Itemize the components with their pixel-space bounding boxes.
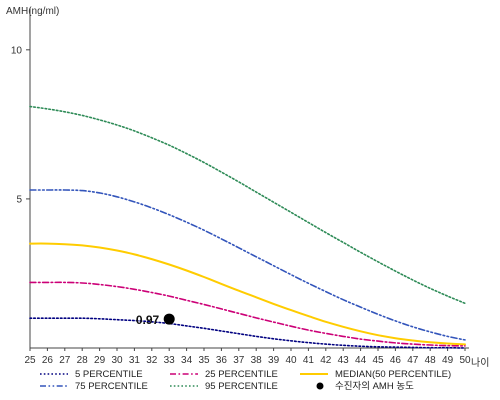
x-tick-label: 42 (320, 355, 332, 366)
legend-label: 95 PERCENTILE (205, 381, 278, 392)
x-tick-label: 47 (407, 355, 419, 366)
patient-amh-value-label: 0.97 (136, 313, 160, 327)
legend: 5 PERCENTILE 25 PERCENTILE MEDIAN(50 PERCE… (40, 369, 451, 392)
legend-label: MEDIAN(50 PERCENTILE) (335, 369, 451, 380)
series-line-25-percentile (29, 281, 466, 347)
x-tick-label: 41 (303, 355, 315, 366)
x-tick-label: 46 (390, 355, 402, 366)
series-line-95-percentile (29, 105, 466, 305)
series-line-5-percentile (29, 317, 466, 349)
x-tick-label: 48 (425, 355, 437, 366)
plot-area: 5 10 25 26 27 28 29 30 31 32 33 34 35 36 37 38 39 40 41 42 4… (11, 8, 471, 366)
x-tick-label: 38 (251, 355, 263, 366)
legend-label: 75 PERCENTILE (75, 381, 148, 392)
x-tick-label: 35 (198, 355, 210, 366)
x-tick-label: 25 (24, 355, 36, 366)
patient-amh-point (163, 313, 175, 325)
x-tick-label: 40 (285, 355, 297, 366)
legend-label: 25 PERCENTILE (205, 369, 278, 380)
series-line-75-percentile (29, 189, 466, 341)
x-tick-label: 27 (59, 355, 71, 366)
x-tick-label: 39 (268, 355, 280, 366)
x-tick-label: 37 (233, 355, 245, 366)
x-tick-label: 31 (129, 355, 141, 366)
x-tick-label: 50 (459, 355, 471, 366)
x-tick-label: 32 (146, 355, 158, 366)
x-tick-label: 44 (355, 355, 367, 366)
legend-label: 5 PERCENTILE (75, 369, 143, 380)
x-tick-label: 30 (111, 355, 123, 366)
x-tick-label: 45 (372, 355, 384, 366)
x-tick-label: 49 (442, 355, 454, 366)
x-tick-label: 26 (42, 355, 54, 366)
x-tick-label: 34 (181, 355, 193, 366)
series-line-median-50-percentile (29, 242, 466, 346)
legend-swatch-patient-amh (316, 382, 324, 390)
y-tick-label: 10 (11, 45, 23, 56)
x-tick-label: 29 (94, 355, 106, 366)
legend-label: 수진자의 AMH 농도 (335, 381, 414, 392)
x-tick-label: 43 (338, 355, 350, 366)
x-tick-label: 33 (164, 355, 176, 366)
x-tick-label: 36 (216, 355, 228, 366)
x-axis-title: 나이 (471, 357, 489, 369)
y-tick-label: 5 (16, 194, 22, 205)
y-axis-title: AMH(ng/ml) (6, 6, 59, 17)
x-tick-label: 28 (77, 355, 89, 366)
